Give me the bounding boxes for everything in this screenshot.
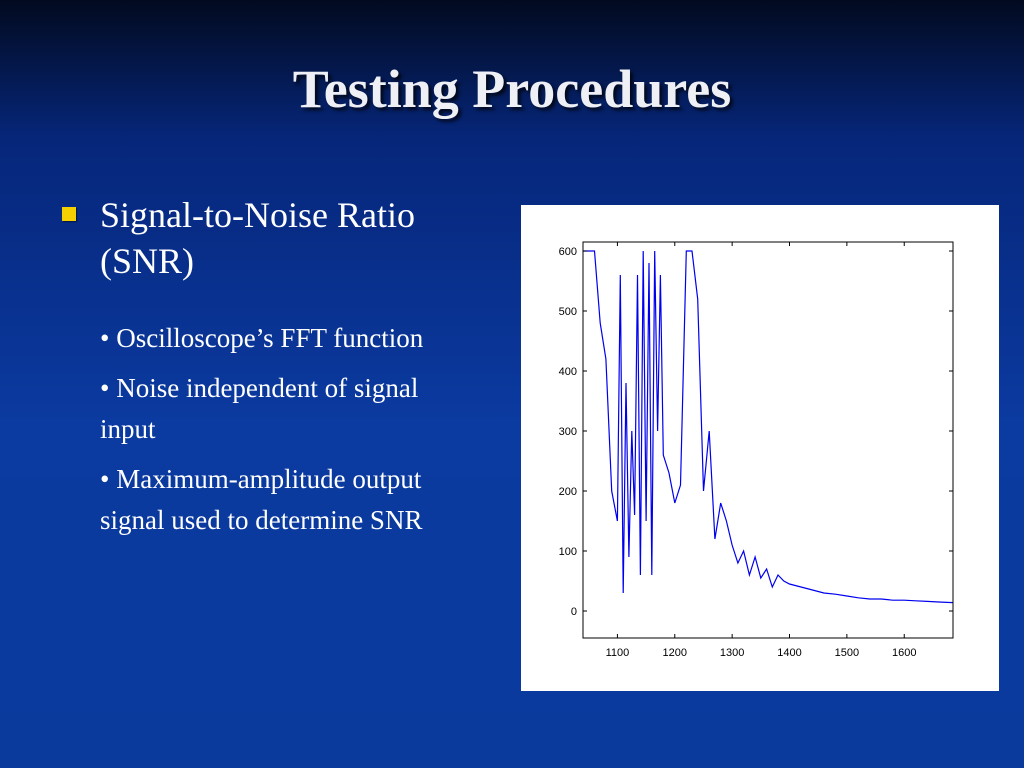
y-tick-label: 400 xyxy=(559,366,577,378)
main-bullet-text: Signal-to-Noise Ratio (SNR) xyxy=(100,195,415,281)
square-bullet-icon xyxy=(62,207,76,221)
y-tick-label: 500 xyxy=(559,306,577,318)
plot-frame xyxy=(582,241,954,639)
slide-title: Testing Procedures xyxy=(292,59,732,119)
sub-bullet-fft: • Oscilloscope’s FFT function xyxy=(100,323,424,353)
y-tick-label: 200 xyxy=(559,486,577,498)
fft-chart-panel: 1100 1200 1300 1400 1500 1600 0 100 200 300 400 500… xyxy=(521,205,999,691)
y-tick-label: 100 xyxy=(559,546,577,558)
sub-bullet-noise: • Noise independent of signal input xyxy=(100,373,419,444)
main-bullet: Signal-to-Noise Ratio (SNR) xyxy=(62,192,492,284)
x-tick-label: 1300 xyxy=(720,647,744,659)
x-tick-label: 1200 xyxy=(663,647,687,659)
fft-series-line xyxy=(583,250,953,604)
y-tick-label: 0 xyxy=(571,606,577,618)
y-tick-label: 600 xyxy=(559,246,577,258)
y-tick-label: 300 xyxy=(559,426,577,438)
x-tick-label: 1100 xyxy=(606,647,630,659)
fft-chart: 1100 1200 1300 1400 1500 1600 0 100 200 300 400 500… xyxy=(559,241,954,659)
sub-bullet-max-amplitude: • Maximum-amplitude output signal used t… xyxy=(100,464,423,535)
x-tick-label: 1400 xyxy=(777,647,801,659)
x-tick-label: 1600 xyxy=(892,647,916,659)
x-tick-label: 1500 xyxy=(835,647,859,659)
